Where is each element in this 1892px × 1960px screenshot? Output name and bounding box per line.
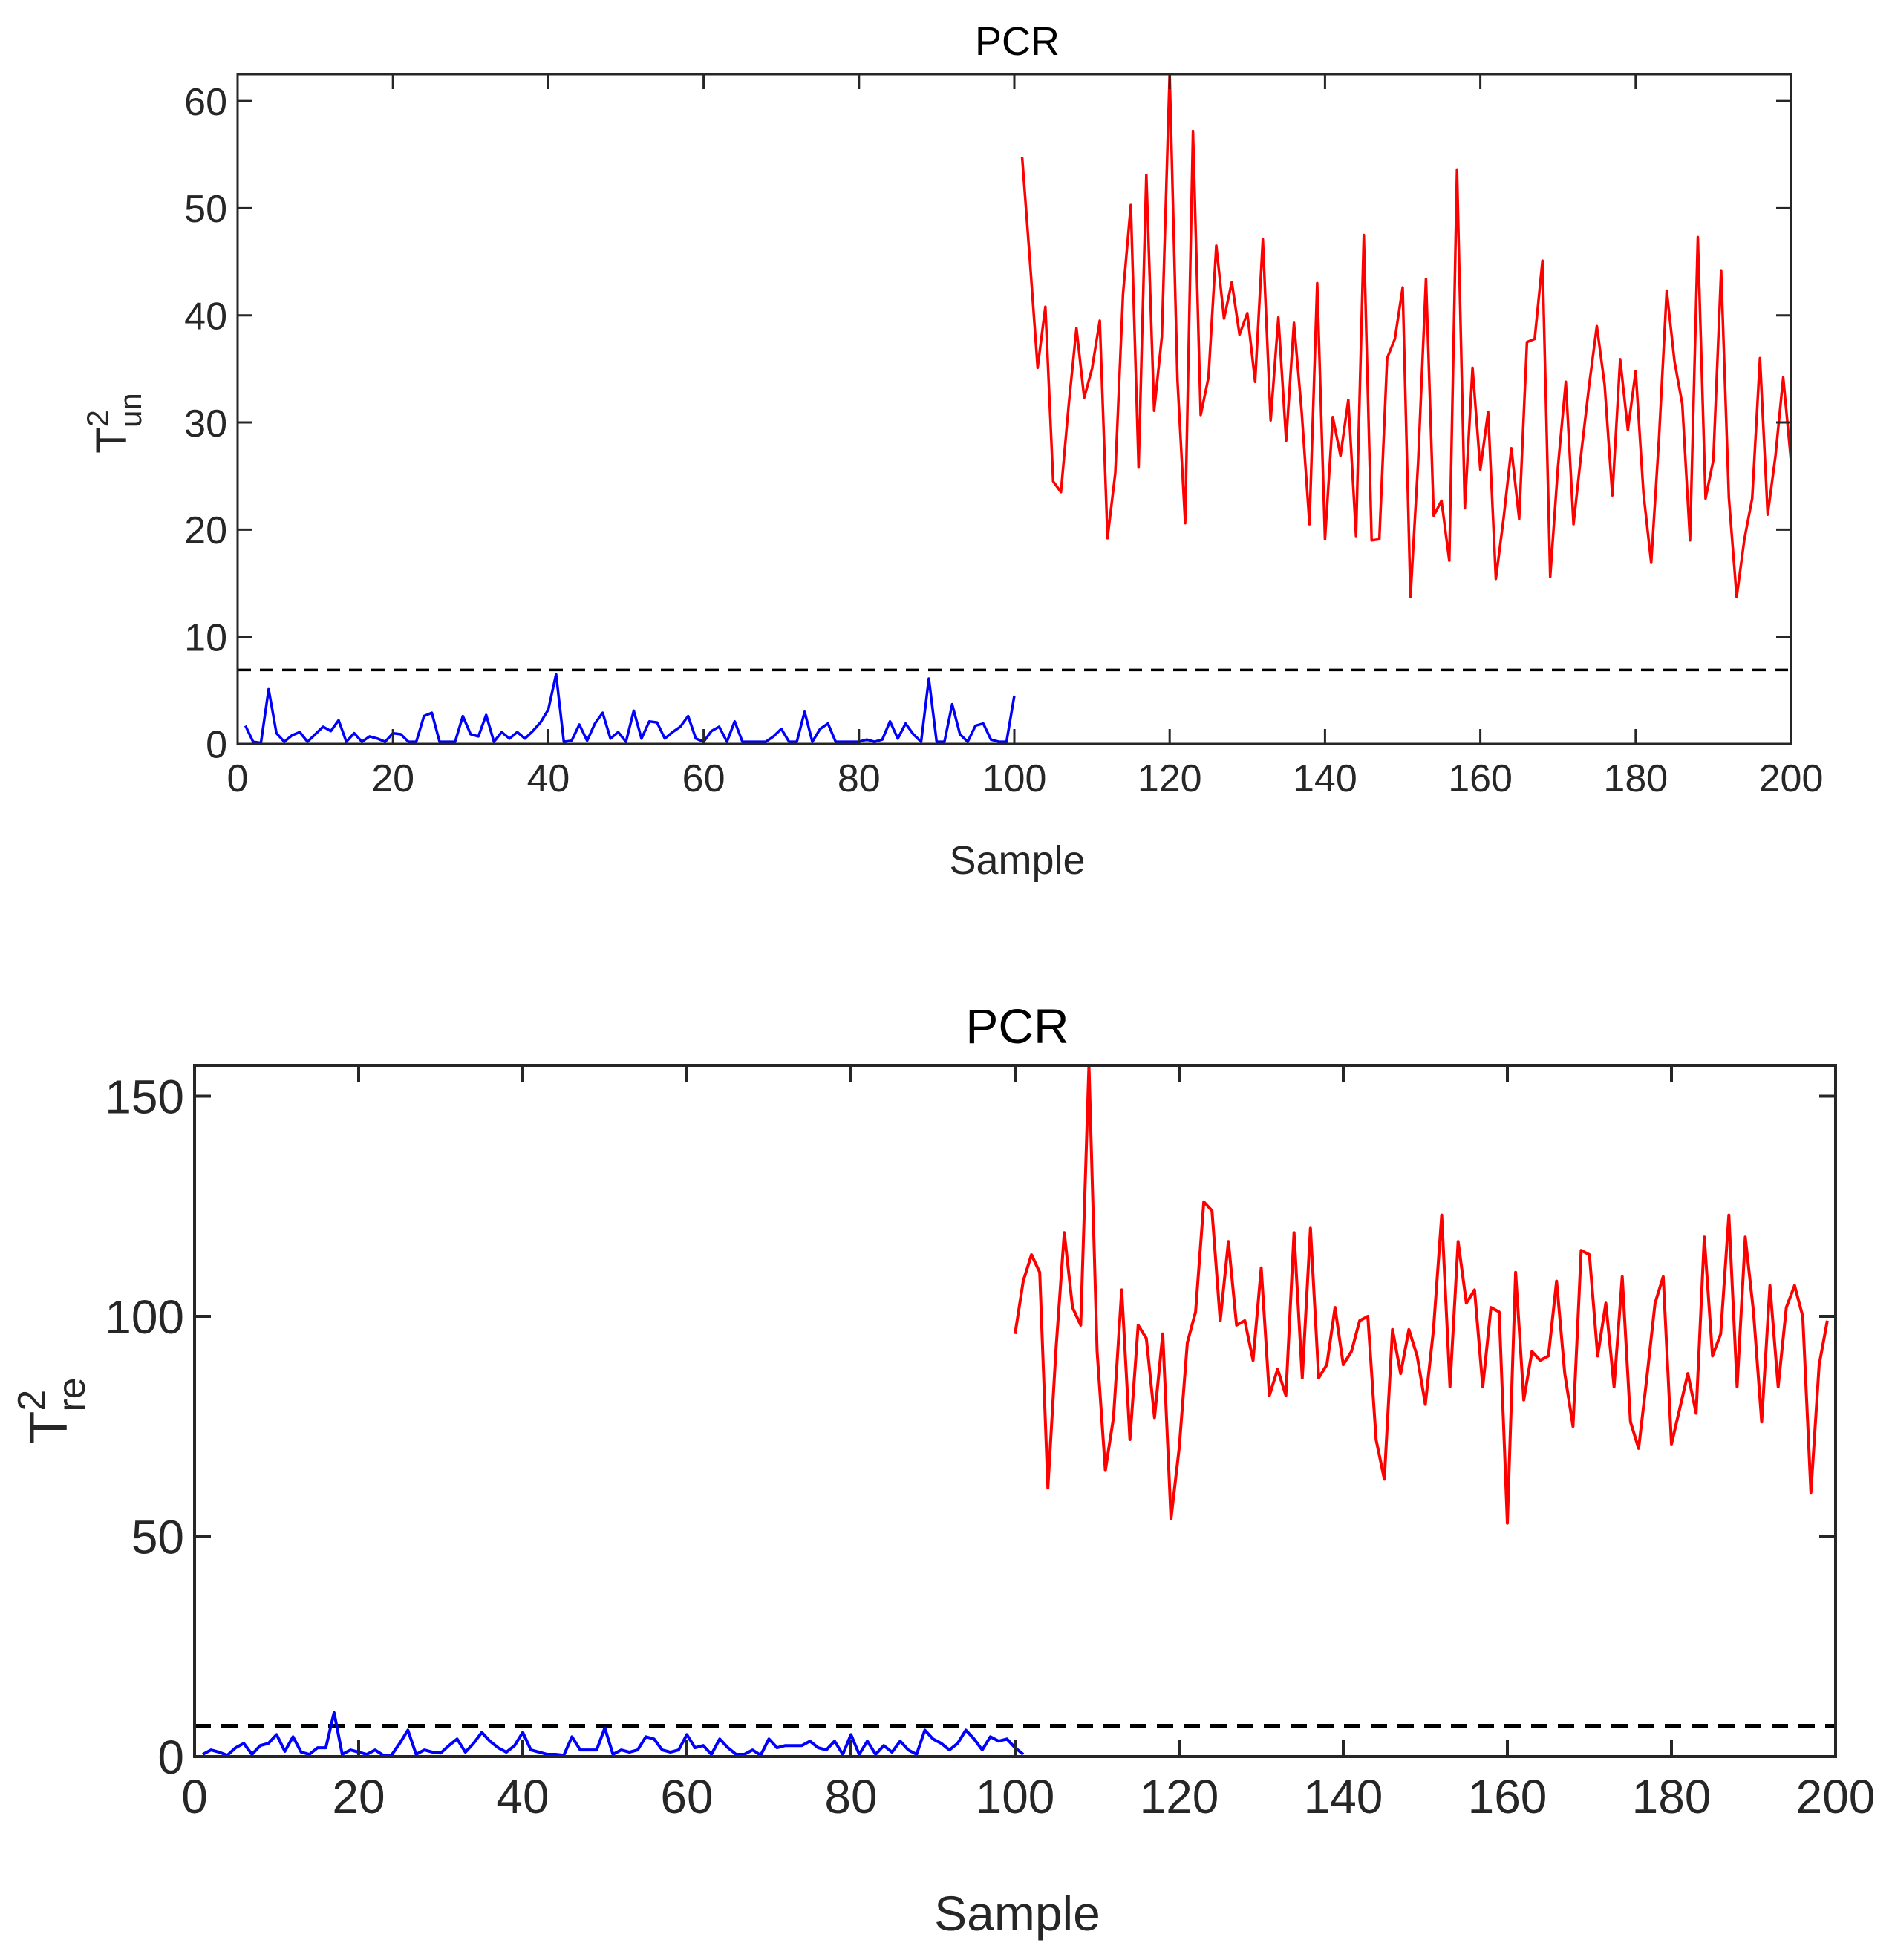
y-axis-label-main-bottom: T	[19, 1411, 79, 1444]
y-tick-label-top: 20	[184, 509, 227, 552]
y-tick-label-top: 10	[184, 616, 227, 659]
series-fault-line-top	[1020, 74, 1791, 599]
y-tick-label-bottom: 100	[105, 1290, 184, 1344]
x-tick-label-top: 80	[838, 757, 881, 800]
plot-area-top	[238, 74, 1791, 744]
x-tick-label-bottom: 180	[1632, 1770, 1712, 1823]
y-tick-label-bottom: 150	[105, 1071, 184, 1124]
y-axis-label-sub-bottom: re	[50, 1377, 94, 1411]
y-tick-label-top: 60	[184, 81, 227, 124]
x-tick-label-top: 20	[371, 757, 414, 800]
y-tick-label-top: 40	[184, 295, 227, 338]
y-tick-label-bottom: 0	[157, 1731, 184, 1784]
x-tick-label-bottom: 200	[1796, 1770, 1876, 1823]
x-tick-label-bottom: 120	[1140, 1770, 1219, 1823]
x-tick-label-top: 40	[526, 757, 570, 800]
chart-panel-bottom: PCR Sample T2re 0 20 40 60 80 100 120 140 160 180…	[10, 999, 1875, 1941]
y-tick-label-bottom: 50	[131, 1511, 184, 1564]
x-tick-label-top: 0	[227, 757, 249, 800]
x-tick-label-bottom: 20	[332, 1770, 385, 1823]
x-tick-label-top: 140	[1293, 757, 1357, 800]
plot-area-bottom	[195, 1065, 1836, 1757]
x-tick-label-bottom: 160	[1468, 1770, 1547, 1823]
x-tick-label-top: 180	[1603, 757, 1668, 800]
x-tick-label-bottom: 40	[496, 1770, 549, 1823]
x-tick-label-bottom: 0	[181, 1770, 208, 1823]
chart-title-top: PCR	[975, 19, 1060, 64]
chart-title-bottom: PCR	[965, 999, 1069, 1054]
x-tick-label-bottom: 60	[660, 1770, 713, 1823]
x-tick-label-top: 60	[682, 757, 725, 800]
y-axis-label-bottom: T2re	[10, 1377, 94, 1443]
y-axis-label-top: T2un	[80, 393, 148, 454]
series-normal-line-top	[244, 673, 1016, 744]
y-axis-label-sub-top: un	[113, 393, 148, 428]
chart-panel-top: PCR Sample T2un 0 20 40 60 80 100 120 140 160 180…	[80, 19, 1823, 883]
x-tick-label-bottom: 140	[1304, 1770, 1383, 1823]
x-tick-label-top: 160	[1448, 757, 1513, 800]
x-tick-label-top: 100	[982, 757, 1047, 800]
x-tick-label-bottom: 100	[976, 1770, 1055, 1823]
y-tick-label-top: 50	[184, 188, 227, 231]
y-axis-label-sup-bottom: 2	[10, 1390, 53, 1411]
x-axis-label-top: Sample	[949, 838, 1085, 883]
y-tick-label-top: 30	[184, 402, 227, 445]
x-axis-label-bottom: Sample	[934, 1886, 1100, 1941]
x-tick-label-top: 200	[1759, 757, 1824, 800]
series-fault-line-bottom	[1014, 1065, 1829, 1525]
y-axis-label-sup-top: 2	[80, 410, 115, 427]
x-tick-label-bottom: 80	[824, 1770, 877, 1823]
series-normal-line-bottom	[202, 1711, 1025, 1757]
x-tick-label-top: 120	[1138, 757, 1202, 800]
y-tick-label-top: 0	[206, 724, 227, 767]
y-axis-label-main-top: T	[88, 427, 136, 453]
